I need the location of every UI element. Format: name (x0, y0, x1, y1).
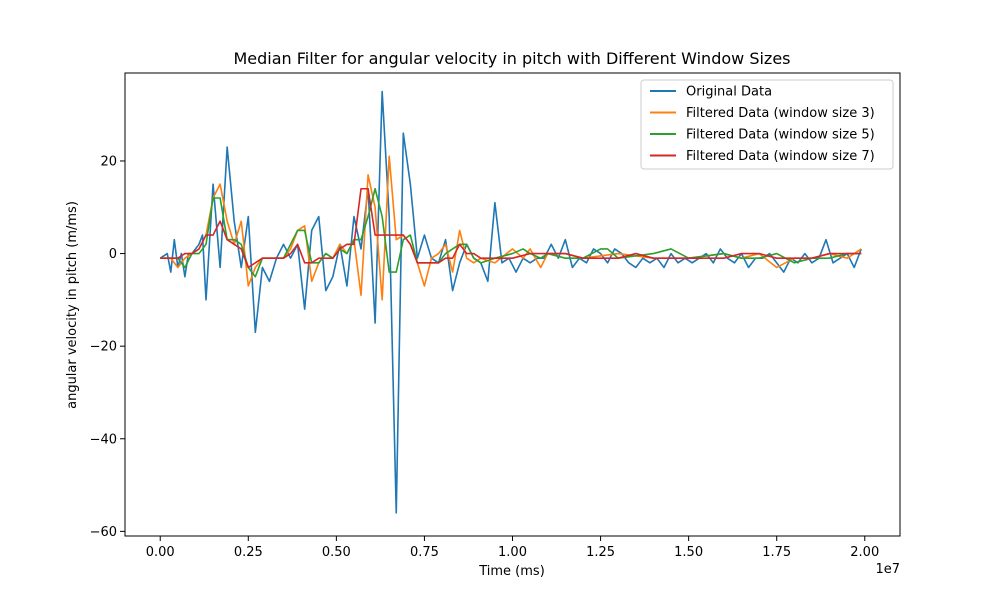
x-tick-label: 1.50 (674, 545, 703, 560)
y-tick-label: 0 (109, 247, 117, 262)
x-tick-label: 1.00 (498, 545, 527, 560)
y-tick-label: −60 (90, 525, 117, 540)
legend-label-1: Original Data (686, 85, 772, 100)
x-axis-label: Time (ms) (478, 564, 545, 579)
chart-title: Median Filter for angular velocity in pi… (233, 49, 790, 68)
y-axis: −60 −40 −20 0 20 (90, 154, 125, 540)
y-tick-label: −40 (90, 432, 117, 447)
x-tick-label: 0.25 (234, 545, 263, 560)
y-axis-label: angular velocity in pitch (m/ms) (65, 201, 80, 409)
x-axis-offset-label: 1e7 (875, 562, 900, 577)
x-axis: 0.00 0.25 0.50 0.75 1.00 1.25 1.50 1.75 2.00 (146, 536, 879, 560)
y-tick-label: −20 (90, 340, 117, 355)
legend-label-2: Filtered Data (window size 3) (686, 106, 875, 121)
series-line-1 (159, 90, 862, 514)
x-tick-label: 0.50 (322, 545, 351, 560)
x-tick-label: 0.00 (146, 545, 175, 560)
series-line-4 (160, 187, 862, 269)
x-tick-label: 0.75 (410, 545, 439, 560)
legend-label-3: Filtered Data (window size 5) (686, 128, 875, 143)
x-tick-label: 1.75 (762, 545, 791, 560)
y-tick-label: 20 (100, 154, 117, 169)
x-tick-label: 2.00 (850, 545, 879, 560)
legend-box (640, 79, 894, 170)
x-tick-label: 1.25 (586, 545, 615, 560)
legend[interactable]: Original Data Filtered Data (window size … (640, 79, 894, 170)
series-line-2 (160, 155, 862, 301)
legend-label-4: Filtered Data (window size 7) (686, 149, 875, 164)
